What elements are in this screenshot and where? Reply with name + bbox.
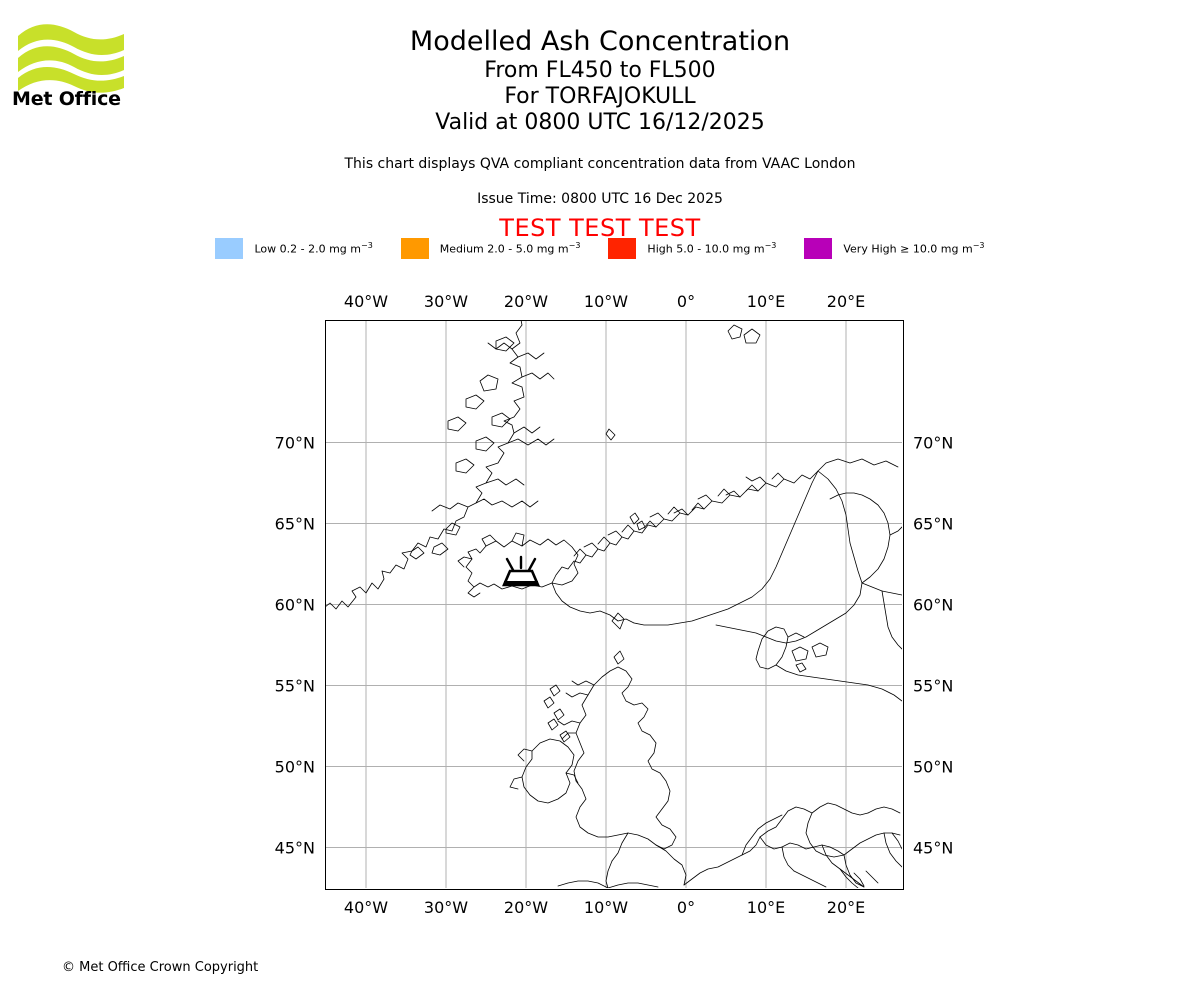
page-title: Modelled Ash Concentration (409, 26, 791, 57)
lon-tick-bottom-6: 20°E (826, 898, 866, 917)
met-office-logo-text: Met Office (12, 88, 121, 110)
legend-swatch-medium (400, 238, 429, 259)
lon-tick-top-6: 20°E (826, 292, 866, 311)
lat-tick-left-0: 45°N (274, 838, 315, 857)
met-office-logo (12, 18, 132, 118)
lat-tick-left-4: 65°N (274, 514, 315, 533)
lon-tick-top-0: 40°W (343, 292, 389, 311)
lon-tick-bottom-5: 10°E (746, 898, 786, 917)
map-plot-frame (325, 320, 904, 890)
legend-swatch-very-high (804, 238, 833, 259)
lat-tick-right-3: 60°N (913, 595, 954, 614)
legend-label-high: High 5.0 - 10.0 mg m−3 (647, 241, 777, 256)
lat-tick-left-1: 50°N (274, 757, 315, 776)
copyright-notice: © Met Office Crown Copyright (62, 960, 259, 975)
lon-tick-bottom-1: 30°W (423, 898, 469, 917)
legend-label-low: Low 0.2 - 2.0 mg m−3 (254, 241, 373, 256)
legend-label-medium: Medium 2.0 - 5.0 mg m−3 (439, 241, 581, 256)
map-coastlines (326, 321, 902, 888)
test-banner: TEST TEST TEST (499, 214, 701, 242)
volcano-marker-icon (502, 555, 540, 587)
lat-tick-right-1: 50°N (913, 757, 954, 776)
map-geography-svg (326, 321, 902, 888)
lat-tick-left-5: 70°N (274, 433, 315, 452)
title-volcano-name: For TORFAJOKULL (504, 84, 696, 109)
lat-tick-right-2: 55°N (913, 676, 954, 695)
legend-item-very-high: Very High ≥ 10.0 mg m−3 (804, 238, 985, 259)
lon-tick-bottom-3: 10°W (583, 898, 629, 917)
legend-item-medium: Medium 2.0 - 5.0 mg m−3 (400, 238, 581, 259)
concentration-legend: Low 0.2 - 2.0 mg m−3 Medium 2.0 - 5.0 mg… (0, 238, 1200, 259)
lon-tick-top-2: 20°W (503, 292, 549, 311)
legend-label-very-high: Very High ≥ 10.0 mg m−3 (843, 241, 985, 256)
legend-item-low: Low 0.2 - 2.0 mg m−3 (215, 238, 373, 259)
map-gridlines (326, 321, 902, 888)
met-office-waves-icon (18, 24, 124, 93)
lon-tick-top-5: 10°E (746, 292, 786, 311)
lat-tick-left-3: 60°N (274, 595, 315, 614)
lon-tick-top-1: 30°W (423, 292, 469, 311)
title-valid-time: Valid at 0800 UTC 16/12/2025 (435, 110, 765, 135)
title-flight-levels: From FL450 to FL500 (484, 58, 716, 83)
lat-tick-left-2: 55°N (274, 676, 315, 695)
lat-tick-right-0: 45°N (913, 838, 954, 857)
lon-tick-top-3: 10°W (583, 292, 629, 311)
lat-tick-right-4: 65°N (913, 514, 954, 533)
lat-tick-right-5: 70°N (913, 433, 954, 452)
lon-tick-bottom-4: 0° (676, 898, 696, 917)
issue-time: Issue Time: 0800 UTC 16 Dec 2025 (477, 191, 723, 207)
legend-swatch-low (215, 238, 244, 259)
lon-tick-bottom-2: 20°W (503, 898, 549, 917)
lon-tick-bottom-0: 40°W (343, 898, 389, 917)
legend-item-high: High 5.0 - 10.0 mg m−3 (608, 238, 776, 259)
lon-tick-top-4: 0° (676, 292, 696, 311)
qva-note: This chart displays QVA compliant concen… (344, 156, 856, 172)
ash-concentration-map: 40°W 40°W 30°W 30°W 20°W 20°W 10°W 10°W 0° 0° 10°E… (275, 292, 954, 917)
legend-swatch-high (608, 238, 637, 259)
chart-title-block: Modelled Ash Concentration From FL450 to… (0, 26, 1200, 136)
